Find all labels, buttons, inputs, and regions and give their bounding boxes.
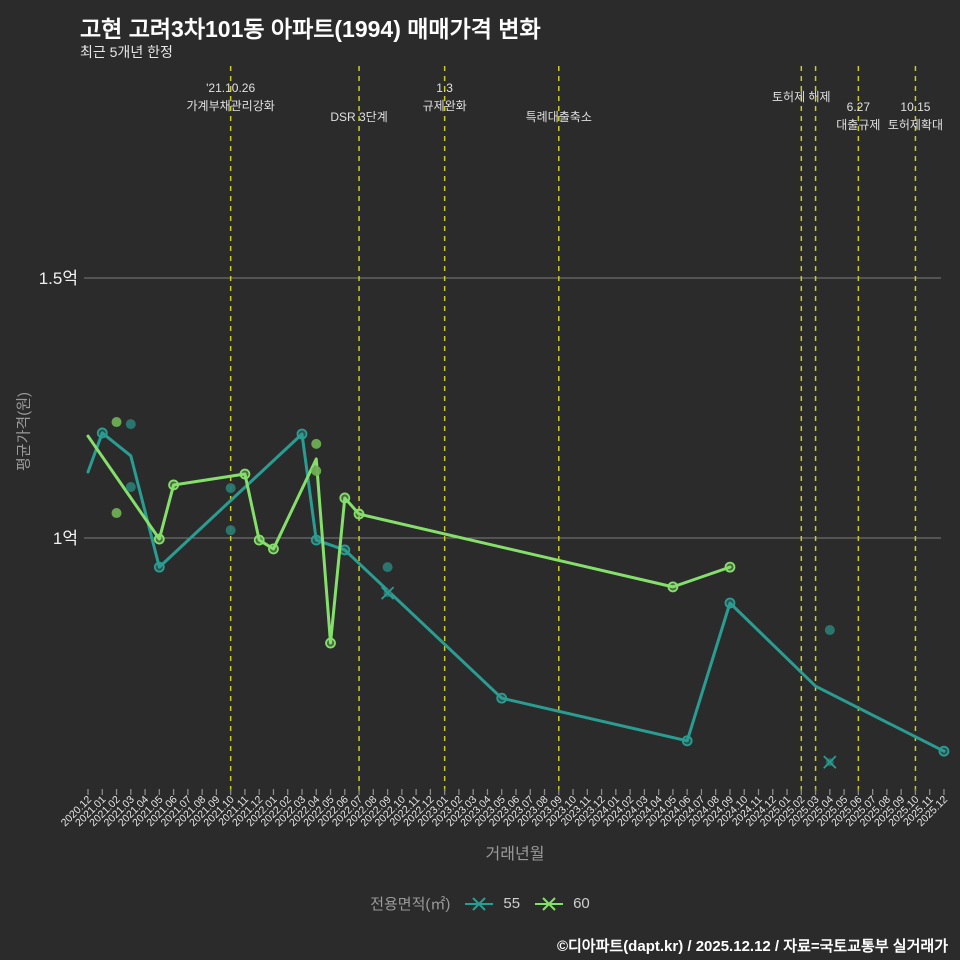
series-55-line bbox=[86, 431, 946, 753]
series-60-point bbox=[325, 637, 336, 649]
series-55-point bbox=[310, 534, 322, 546]
series-60-point bbox=[339, 492, 351, 504]
series-60-point bbox=[153, 533, 165, 545]
series-60-point bbox=[667, 581, 679, 593]
series-55-point bbox=[724, 597, 736, 609]
series-60-point bbox=[253, 534, 265, 546]
series-55-point bbox=[339, 544, 351, 556]
event-annotation-label: 토허제 해제 bbox=[772, 90, 831, 104]
event-annotation-label: 10.15 bbox=[900, 100, 930, 114]
legend-item-55[interactable]: 55 bbox=[464, 895, 520, 912]
transaction-dot-55 bbox=[382, 562, 393, 573]
series-55-point bbox=[96, 427, 108, 439]
legend-label-60: 60 bbox=[573, 895, 590, 912]
transaction-dot-60 bbox=[111, 417, 122, 428]
series-60-line bbox=[86, 434, 732, 645]
transaction-dot-60 bbox=[311, 465, 322, 476]
cancelled-x-mark bbox=[823, 755, 837, 769]
transaction-dot-55 bbox=[824, 625, 835, 636]
series-55-point bbox=[153, 561, 165, 573]
transaction-dot-55 bbox=[225, 483, 236, 494]
series-55-point bbox=[496, 692, 508, 704]
transaction-dot-55 bbox=[125, 419, 136, 430]
event-annotation-label: 규제완화 bbox=[423, 99, 467, 113]
series-60-point bbox=[724, 561, 736, 573]
event-annotation-label: 토허제확대 bbox=[888, 118, 943, 132]
line-x-marker-60-icon bbox=[535, 896, 564, 911]
cancelled-x-mark bbox=[380, 586, 395, 600]
page-title: 고현 고려3차101동 아파트(1994) 매매가격 변화 bbox=[80, 16, 541, 42]
series-60-point bbox=[353, 508, 365, 520]
legend: 전용면적(㎡) 55 60 bbox=[0, 893, 960, 914]
y-axis-title: 평균가격(원) bbox=[15, 392, 33, 471]
event-annotation-label: 특례대출축소 bbox=[526, 110, 592, 124]
event-annotation-label: '21.10.26 bbox=[206, 81, 255, 95]
event-annotation-label: 1.3 bbox=[436, 81, 453, 95]
transaction-dot-55 bbox=[225, 525, 236, 536]
event-annotation-label: 가계부채관리강화 bbox=[186, 99, 274, 113]
event-annotation-label: 대출규제 bbox=[836, 118, 880, 132]
y-tick-label: 1.5억 bbox=[39, 269, 78, 288]
series-55-point bbox=[681, 735, 693, 747]
line-x-marker-55-icon bbox=[465, 896, 494, 911]
page-subtitle: 최근 5개년 한정 bbox=[80, 44, 173, 60]
x-axis-title: 거래년월 bbox=[485, 846, 545, 863]
legend-label-55: 55 bbox=[503, 895, 521, 912]
series-55-point bbox=[296, 428, 308, 440]
series-60-point bbox=[168, 479, 179, 491]
series-55-point bbox=[938, 745, 950, 757]
transaction-dot-60 bbox=[111, 508, 122, 519]
series-60-point bbox=[268, 543, 279, 555]
transaction-dot-55 bbox=[125, 482, 136, 493]
legend-title: 전용면적(㎡) bbox=[370, 896, 451, 913]
event-annotation-label: 6.27 bbox=[847, 100, 871, 114]
transaction-dot-60 bbox=[311, 438, 322, 449]
footer-credit: ©디아파트(dapt.kr) / 2025.12.12 / 자료=국토교통부 실… bbox=[556, 938, 948, 955]
series-60-point bbox=[239, 468, 251, 480]
legend-item-60[interactable]: 60 bbox=[534, 895, 590, 912]
y-tick-label: 1억 bbox=[53, 529, 78, 548]
event-annotation-label: DSR 3단계 bbox=[330, 110, 387, 124]
